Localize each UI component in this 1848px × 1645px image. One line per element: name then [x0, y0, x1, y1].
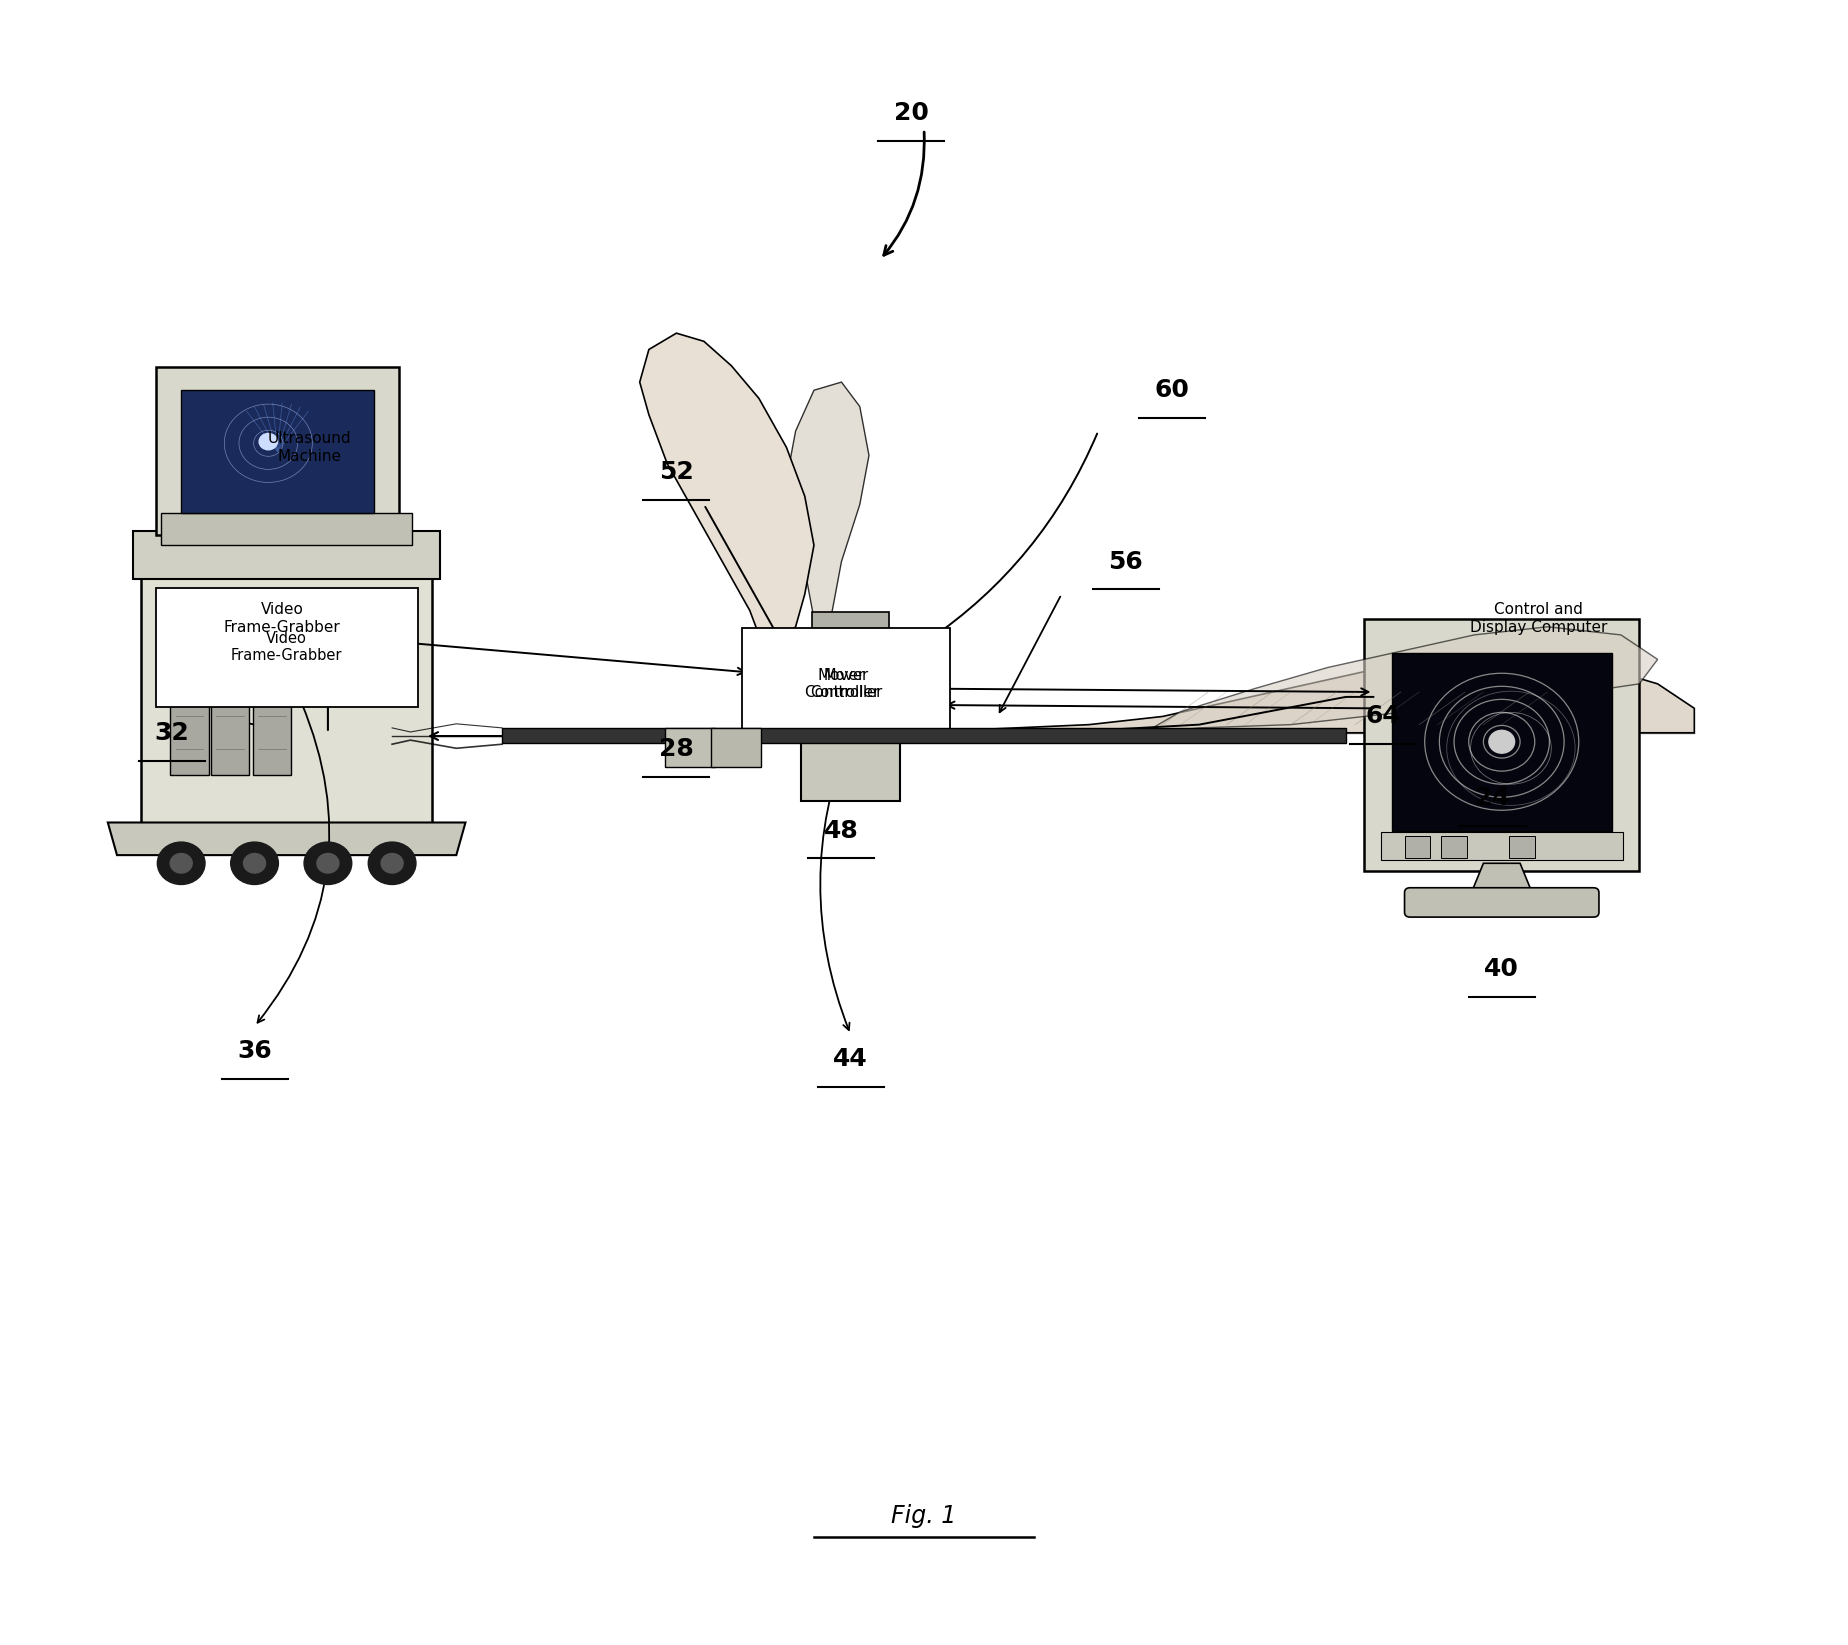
Circle shape: [381, 854, 403, 873]
FancyBboxPatch shape: [1380, 832, 1623, 860]
Text: Control and
Display Computer: Control and Display Computer: [1469, 602, 1608, 635]
Text: 60: 60: [1155, 378, 1188, 403]
FancyBboxPatch shape: [155, 587, 418, 707]
Text: Mover
Controller: Mover Controller: [804, 668, 880, 701]
FancyBboxPatch shape: [1441, 836, 1467, 859]
FancyBboxPatch shape: [811, 642, 889, 678]
Text: 20: 20: [894, 100, 928, 125]
FancyBboxPatch shape: [711, 727, 761, 767]
FancyBboxPatch shape: [140, 533, 432, 826]
Circle shape: [259, 434, 277, 449]
FancyBboxPatch shape: [161, 513, 412, 544]
Text: Video
Frame-Grabber: Video Frame-Grabber: [231, 632, 342, 663]
Text: 32: 32: [155, 721, 188, 745]
Polygon shape: [503, 727, 1345, 742]
FancyBboxPatch shape: [1364, 619, 1639, 872]
FancyBboxPatch shape: [133, 531, 440, 579]
Circle shape: [231, 842, 279, 885]
Circle shape: [305, 842, 351, 885]
Polygon shape: [1144, 627, 1658, 732]
Circle shape: [368, 842, 416, 885]
FancyBboxPatch shape: [665, 727, 715, 767]
Text: 36: 36: [237, 1040, 272, 1063]
Text: Video
Frame-Grabber: Video Frame-Grabber: [224, 602, 340, 635]
Circle shape: [157, 842, 205, 885]
Polygon shape: [813, 660, 1695, 732]
FancyBboxPatch shape: [155, 367, 399, 535]
FancyBboxPatch shape: [1404, 836, 1430, 859]
Text: Ultrasound
Machine: Ultrasound Machine: [268, 431, 351, 464]
FancyBboxPatch shape: [170, 625, 209, 775]
Text: Mover
Controller: Mover Controller: [809, 668, 881, 701]
Text: 52: 52: [660, 461, 693, 484]
Text: 24: 24: [1475, 786, 1510, 809]
FancyBboxPatch shape: [211, 625, 249, 775]
Text: 44: 44: [833, 1046, 869, 1071]
Polygon shape: [787, 382, 869, 660]
Polygon shape: [1469, 864, 1534, 900]
FancyBboxPatch shape: [1510, 836, 1534, 859]
Polygon shape: [107, 822, 466, 855]
Text: Fig. 1: Fig. 1: [891, 1504, 957, 1528]
Text: 40: 40: [1484, 957, 1519, 982]
FancyBboxPatch shape: [811, 612, 889, 645]
FancyBboxPatch shape: [253, 625, 292, 775]
Text: 56: 56: [1109, 549, 1144, 574]
FancyBboxPatch shape: [1404, 888, 1599, 918]
FancyBboxPatch shape: [181, 390, 373, 513]
Text: 28: 28: [660, 737, 693, 762]
FancyBboxPatch shape: [1392, 653, 1611, 831]
FancyBboxPatch shape: [802, 673, 900, 801]
Circle shape: [1489, 730, 1515, 753]
Polygon shape: [639, 334, 813, 660]
Text: 64: 64: [1366, 704, 1401, 729]
Circle shape: [170, 854, 192, 873]
Text: 48: 48: [824, 819, 859, 842]
FancyBboxPatch shape: [743, 628, 950, 739]
Circle shape: [316, 854, 338, 873]
Circle shape: [244, 854, 266, 873]
